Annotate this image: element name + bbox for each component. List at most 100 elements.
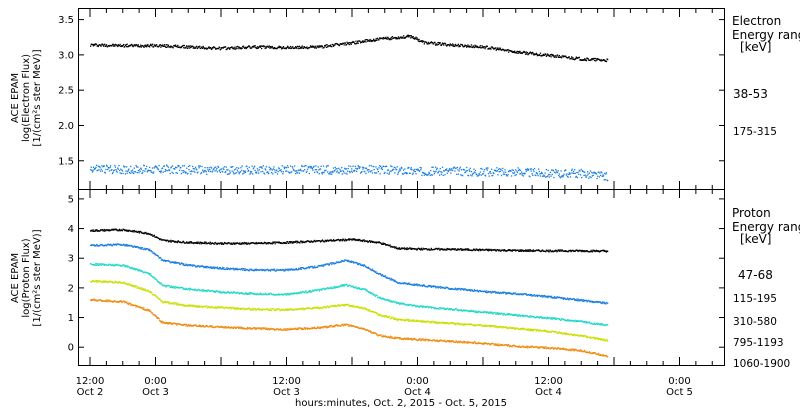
data-point: [408, 166, 410, 169]
data-point: [285, 47, 287, 50]
data-point: [592, 249, 595, 251]
data-point: [428, 248, 430, 250]
data-point: [529, 176, 531, 178]
data-point: [165, 286, 167, 288]
data-point: [280, 169, 282, 171]
data-point: [352, 239, 355, 241]
data-point: [516, 315, 519, 317]
data-point: [186, 45, 188, 47]
data-point: [198, 289, 200, 291]
data-point: [400, 303, 402, 305]
data-point: [244, 47, 246, 49]
data-point: [519, 169, 521, 171]
data-point: [346, 259, 348, 262]
data-point: [186, 47, 188, 49]
data-point: [177, 44, 179, 47]
data-point: [321, 289, 323, 291]
data-point: [592, 301, 594, 304]
data-point: [425, 41, 427, 43]
data-point: [318, 288, 320, 290]
data-point: [100, 264, 102, 266]
data-point: [333, 263, 335, 265]
data-point: [199, 266, 201, 268]
data-point: [192, 305, 194, 307]
data-point: [138, 269, 141, 271]
data-point: [522, 250, 524, 252]
data-point: [479, 174, 481, 176]
data-point: [422, 305, 424, 307]
data-point: [361, 171, 363, 173]
data-point: [219, 169, 221, 171]
data-point: [518, 169, 520, 172]
data-point: [255, 171, 257, 173]
data-point: [305, 171, 308, 173]
series-310-580: [90, 262, 609, 327]
data-point: [602, 302, 604, 305]
data-point: [538, 316, 540, 318]
data-point: [586, 300, 589, 302]
data-point: [390, 38, 392, 41]
data-point: [526, 168, 529, 170]
data-point: [151, 171, 153, 173]
data-point: [103, 229, 105, 232]
data-point: [152, 172, 154, 174]
data-point: [371, 240, 373, 242]
data-point: [184, 47, 187, 49]
data-point: [357, 165, 359, 167]
data-point: [161, 45, 163, 47]
data-point: [492, 174, 494, 177]
data-point: [239, 48, 241, 50]
data-point: [450, 249, 453, 251]
data-point: [544, 172, 546, 174]
data-point: [130, 267, 132, 270]
data-point: [431, 41, 434, 44]
y-tick-label: 0: [68, 343, 74, 354]
data-point: [508, 51, 510, 53]
data-point: [171, 303, 173, 305]
data-point: [404, 168, 406, 170]
data-point: [160, 46, 162, 48]
data-point: [100, 45, 102, 47]
data-point: [502, 249, 504, 251]
data-point: [579, 320, 582, 322]
data-point: [169, 240, 171, 242]
data-point: [123, 43, 125, 46]
data-point: [585, 176, 588, 178]
data-point: [157, 255, 159, 257]
data-point: [298, 172, 300, 174]
data-point: [441, 171, 443, 173]
data-point: [575, 57, 577, 60]
data-point: [391, 169, 394, 172]
data-point: [174, 261, 176, 263]
data-point: [486, 45, 488, 47]
data-point: [370, 292, 372, 295]
data-point: [380, 242, 382, 245]
data-point: [590, 300, 592, 302]
data-point: [196, 289, 198, 292]
data-point: [267, 243, 269, 245]
data-point: [502, 292, 504, 294]
data-point: [550, 175, 552, 177]
data-point: [122, 282, 124, 284]
data-point: [492, 172, 494, 174]
data-point: [299, 169, 301, 171]
data-point: [250, 308, 252, 310]
data-point: [304, 241, 306, 244]
data-point: [314, 171, 316, 173]
data-point: [299, 46, 302, 48]
data-point: [175, 261, 177, 263]
data-point: [347, 239, 349, 241]
data-point: [464, 288, 467, 290]
data-point: [158, 165, 160, 167]
data-point: [506, 313, 509, 315]
data-point: [110, 229, 112, 231]
data-point: [289, 242, 292, 244]
data-point: [517, 314, 519, 316]
data-point: [96, 279, 98, 282]
data-point: [311, 46, 313, 48]
data-point: [305, 165, 307, 167]
data-point: [140, 168, 142, 170]
data-point: [554, 297, 556, 299]
data-point: [90, 244, 92, 247]
data-point: [243, 46, 245, 48]
